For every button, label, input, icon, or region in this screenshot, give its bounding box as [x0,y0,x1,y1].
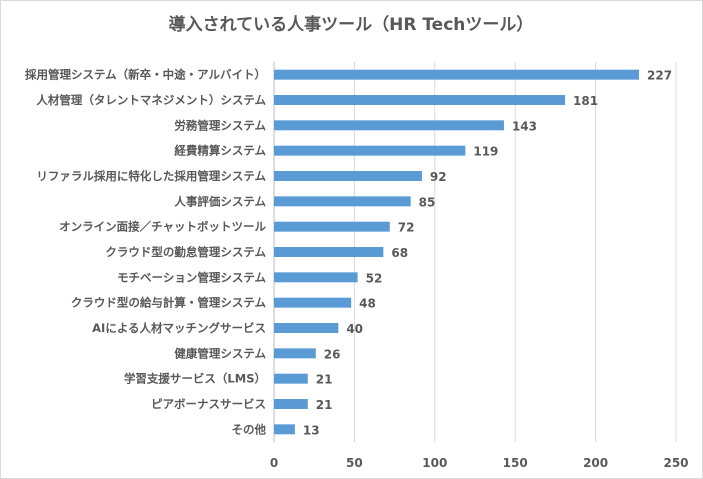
data-label: 181 [573,94,598,108]
bar [274,196,411,207]
bar [274,424,295,435]
data-label: 40 [346,322,363,336]
category-label: 学習支援サービス（LMS） [124,372,266,386]
chart-title: 導入されている人事ツール（HR Techツール） [169,14,534,35]
data-label: 92 [430,170,447,184]
category-label: クラウド型の勤怠管理システム [105,245,266,259]
category-label: 労務管理システム [174,118,266,132]
data-label: 21 [316,373,333,387]
data-label: 227 [647,69,672,83]
category-label: 採用管理システム（新卒・中途・アルバイト） [25,68,266,82]
category-label: 人材管理（タレントマネジメント）システム [36,93,266,107]
x-tick-label: 200 [583,456,608,470]
category-label: その他 [232,422,267,436]
data-label: 68 [391,246,408,260]
category-label: 経費精算システム [174,144,266,158]
category-label: ピアボーナスサービス [151,397,266,411]
x-tick-label: 100 [422,456,447,470]
category-label: 人事評価システム [174,194,266,208]
category-label: クラウド型の給与計算・管理システム [71,296,267,310]
bar [274,297,352,308]
data-label: 119 [473,145,498,159]
category-label: モチベーション管理システム [117,270,266,284]
bar [274,272,358,283]
x-tick-label: 250 [663,456,688,470]
x-tick-label: 0 [270,456,278,470]
bar [274,348,316,359]
data-label: 85 [419,195,436,209]
data-label: 13 [303,423,320,437]
bar [274,95,566,105]
bar [274,247,384,257]
data-label: 143 [512,119,537,133]
data-label: 72 [398,221,415,235]
bar [274,221,390,232]
category-label: リファラル採用に特化した採用管理システム [36,169,266,183]
bar [274,120,504,131]
data-label: 26 [324,347,341,361]
x-tick-label: 50 [346,456,363,470]
bar [274,399,308,409]
data-label: 48 [359,297,376,311]
bar [274,171,422,181]
data-label: 52 [366,271,383,285]
bar [274,145,466,156]
category-label: AIによる人材マッチングサービス [92,321,266,335]
bar [274,69,640,80]
bar [274,323,339,333]
category-label: オンライン面接／チャットボットツール [59,220,266,234]
category-label: 健康管理システム [174,346,266,360]
x-tick-label: 150 [503,456,528,470]
data-label: 21 [316,398,333,412]
bar [274,373,308,384]
